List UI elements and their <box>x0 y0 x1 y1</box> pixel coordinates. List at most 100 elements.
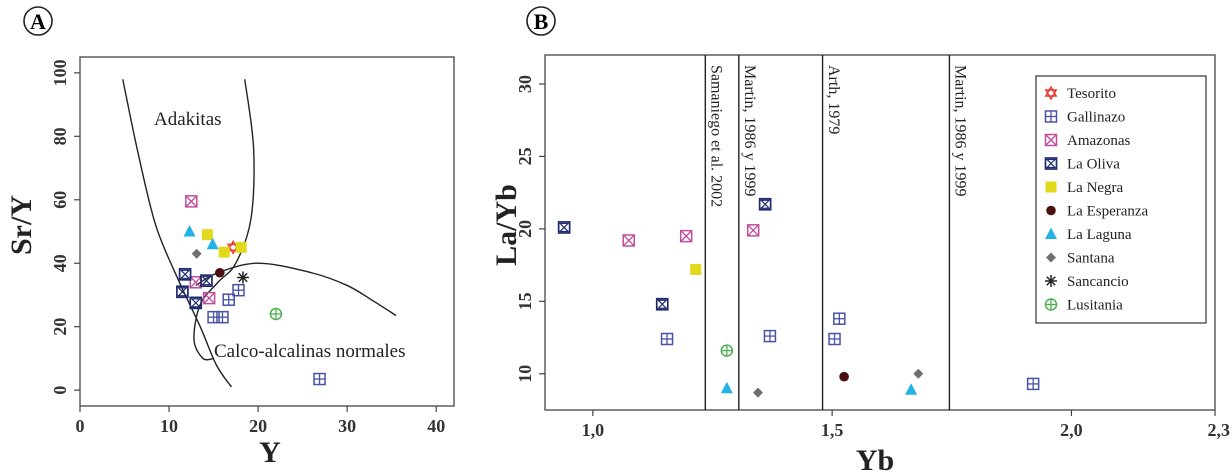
chart-b-ytick-label: 25 <box>515 147 535 165</box>
point-la-oliva <box>189 296 203 310</box>
legend-label: La Oliva <box>1067 157 1120 173</box>
point-la-negra <box>201 229 213 241</box>
adakite-boundary-inner <box>193 79 255 361</box>
legend-items: Tesorito Gallinazo Amazonas La Oliva La Negr… <box>1044 85 1149 314</box>
panel-b-letter: B <box>534 9 549 34</box>
legend-label: La Laguna <box>1067 227 1132 243</box>
legend-label: Amazonas <box>1067 133 1130 149</box>
point-gallinazo <box>1026 377 1040 391</box>
reference-line-label: Arth, 1979 <box>825 65 842 134</box>
point-gallinazo <box>833 312 846 325</box>
chart-b-ylabel: La/Yb <box>490 184 523 266</box>
panel-a-label: A <box>23 6 53 36</box>
chart-b-points <box>557 197 1040 398</box>
adakite-boundary-outer <box>122 79 232 388</box>
point-la-oliva <box>176 285 189 299</box>
chart-a-ytick-label: 60 <box>50 191 70 209</box>
point-la-oliva <box>200 274 213 288</box>
legend-item-amazonas: Amazonas <box>1044 133 1130 149</box>
point-la-oliva <box>655 297 669 311</box>
calc-alkaline-boundary <box>195 262 397 317</box>
chart-a-frame <box>79 56 455 407</box>
chart-a-xtick-label: 20 <box>249 416 267 436</box>
legend-marker-gallinazo <box>1044 110 1058 123</box>
legend-label: Lusitania <box>1067 298 1123 314</box>
point-la-laguna <box>206 237 219 250</box>
chart-b-xtick-label: 2,3 <box>1208 420 1231 440</box>
chart-b-xtick-label: 1,5 <box>821 420 844 440</box>
point-la-negra <box>690 263 702 275</box>
legend-label: La Negra <box>1067 180 1124 196</box>
point-santana <box>913 368 924 379</box>
reference-line-label: Martin, 1986 y 1999 <box>741 65 758 197</box>
reference-line-label: Martin, 1986 y 1999 <box>952 65 969 197</box>
reference-line-label: Samaniego et al. 2002 <box>708 65 725 207</box>
chart-a-ytick-label: 0 <box>50 386 70 395</box>
chart-a-ytick-label: 20 <box>50 318 70 336</box>
point-gallinazo <box>313 372 326 386</box>
chart-b-reference-lines: Samaniego et al. 2002 Martin, 1986 y 1999… <box>704 55 969 410</box>
legend-item-sancancio: Sancancio <box>1045 274 1129 290</box>
panel-b-label: B <box>526 6 556 36</box>
legend-marker-la-esperanza <box>1046 205 1056 216</box>
chart-b-xtick-label: 2,0 <box>1060 420 1083 440</box>
chart-b-xlabel: Yb <box>856 444 894 475</box>
chart-a-xtick-label: 30 <box>338 416 356 436</box>
legend-marker-amazonas <box>1044 133 1058 147</box>
point-la-oliva <box>178 267 192 281</box>
region-label-calco-alcalinas: Calco-alcalinas normales <box>214 341 406 362</box>
legend-marker-santana <box>1046 252 1056 263</box>
chart-a-xtick-label: 40 <box>427 416 445 436</box>
legend-marker-lusitania <box>1044 298 1058 311</box>
chart-a: 0 10 20 30 40 0 20 40 60 80 100 Adakitas Calco-alc… <box>5 56 455 469</box>
chart-a-ticks: 0 10 20 30 40 0 20 40 60 80 100 <box>50 59 445 436</box>
point-amazonas <box>202 291 216 305</box>
chart-a-xlabel: Y <box>259 436 281 469</box>
legend-box <box>1035 75 1207 324</box>
point-gallinazo <box>222 293 235 306</box>
point-la-laguna <box>905 383 918 395</box>
point-la-laguna <box>720 381 733 394</box>
point-la-oliva <box>758 197 772 211</box>
legend-label: La Esperanza <box>1067 204 1149 220</box>
legend-marker-tesorito <box>1044 85 1058 101</box>
legend-marker-la-oliva <box>1044 157 1058 170</box>
point-amazonas <box>185 195 198 208</box>
legend-label: Santana <box>1067 251 1115 267</box>
chart-a-ytick-label: 80 <box>50 127 70 145</box>
chart-a-points <box>176 195 326 386</box>
chart-a-ylabel: Sr/Y <box>5 195 38 255</box>
chart-b-ytick-label: 10 <box>515 365 535 383</box>
point-gallinazo <box>216 310 229 324</box>
point-gallinazo <box>232 283 245 297</box>
point-gallinazo <box>660 332 674 346</box>
chart-a-ytick-label: 100 <box>50 59 70 86</box>
chart-a-xtick-label: 10 <box>160 416 178 436</box>
chart-b-ticks: 1,0 1,5 2,0 2,3 10 15 20 25 30 <box>515 75 1230 440</box>
legend-item-la-esperanza: La Esperanza <box>1046 204 1149 220</box>
chart-b-ytick-label: 15 <box>515 292 535 310</box>
point-gallinazo <box>763 329 777 343</box>
point-sancancio <box>236 271 249 284</box>
point-amazonas <box>679 229 693 243</box>
point-amazonas <box>746 224 760 237</box>
point-santana <box>191 248 202 259</box>
point-la-negra <box>235 241 247 253</box>
panel-a-letter: A <box>30 9 46 34</box>
legend-label: Sancancio <box>1067 274 1129 290</box>
legend-marker-la-laguna <box>1045 227 1057 239</box>
legend-item-lusitania: Lusitania <box>1044 298 1123 314</box>
chart-a-xtick-label: 0 <box>76 416 85 436</box>
legend-item-la-laguna: La Laguna <box>1045 227 1132 243</box>
point-la-esperanza <box>839 371 849 382</box>
chart-a-ytick-label: 40 <box>50 254 70 272</box>
legend-item-santana: Santana <box>1046 251 1115 267</box>
legend-marker-la-negra <box>1045 181 1057 193</box>
chart-b: 1,0 1,5 2,0 2,3 10 15 20 25 30 Samaniego et al. … <box>490 54 1230 475</box>
point-la-laguna <box>183 225 196 237</box>
point-lusitania <box>269 307 283 321</box>
legend-label: Tesorito <box>1067 86 1116 102</box>
chart-b-frame <box>544 54 1216 411</box>
chart-b-ytick-label: 30 <box>515 75 535 93</box>
point-la-esperanza <box>215 267 225 278</box>
